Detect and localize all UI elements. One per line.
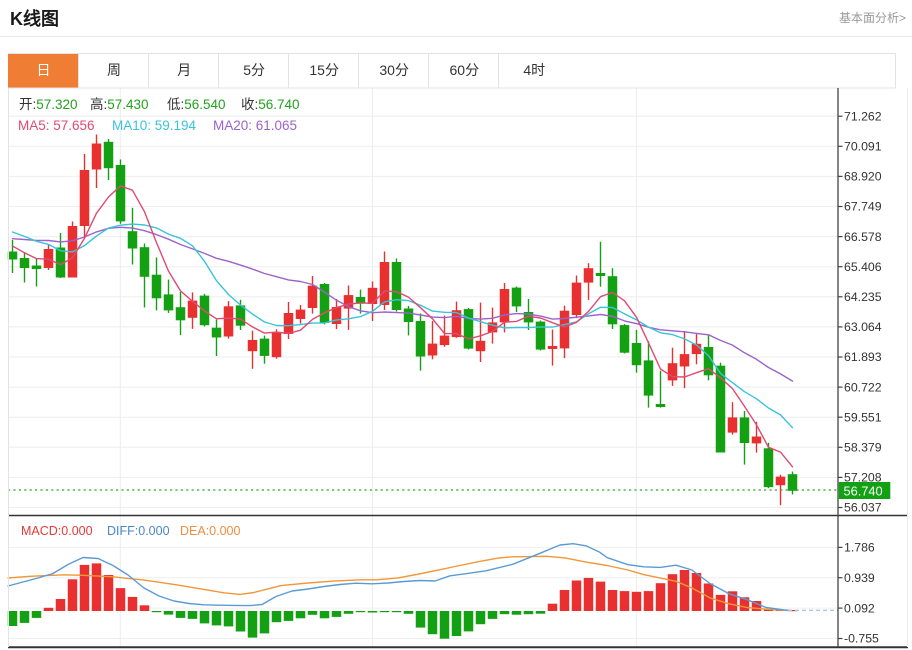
svg-text:64.235: 64.235 — [844, 290, 882, 304]
svg-text:1.786: 1.786 — [844, 541, 875, 555]
svg-text:71.262: 71.262 — [844, 109, 882, 123]
svg-text:65.406: 65.406 — [844, 260, 882, 274]
svg-text:57.208: 57.208 — [844, 471, 882, 485]
svg-text:66.578: 66.578 — [844, 230, 882, 244]
svg-text:56.037: 56.037 — [844, 501, 882, 515]
svg-text:63.064: 63.064 — [844, 320, 882, 334]
svg-text:70.091: 70.091 — [844, 140, 882, 154]
svg-text:58.379: 58.379 — [844, 441, 882, 455]
svg-text:0.939: 0.939 — [844, 571, 875, 585]
svg-text:-0.755: -0.755 — [844, 632, 879, 646]
svg-text:61.893: 61.893 — [844, 350, 882, 364]
svg-text:68.920: 68.920 — [844, 170, 882, 184]
svg-text:60.722: 60.722 — [844, 380, 882, 394]
svg-text:0.092: 0.092 — [844, 601, 875, 615]
svg-text:67.749: 67.749 — [844, 200, 882, 214]
svg-text:56.740: 56.740 — [844, 484, 883, 499]
svg-text:59.551: 59.551 — [844, 410, 882, 424]
